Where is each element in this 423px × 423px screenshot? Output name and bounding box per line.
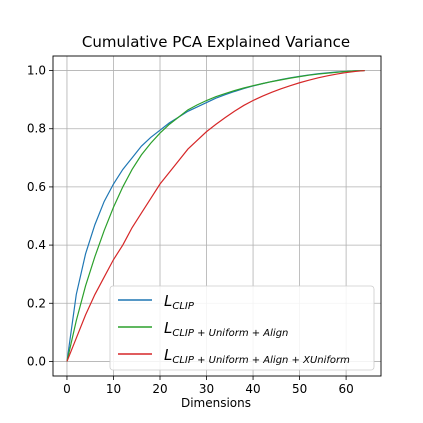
x-tick-label: 20: [152, 382, 167, 396]
legend-label-main: L: [164, 346, 172, 364]
chart-title: Cumulative PCA Explained Variance: [82, 33, 350, 51]
legend-label-3: LCLIP + Uniform + Align + XUniform: [164, 346, 350, 366]
plot-area-frame: [52, 55, 382, 377]
x-tick-label: 50: [292, 382, 307, 396]
legend-label-subscript: CLIP + Uniform + Align + XUniform: [172, 355, 350, 366]
x-axis-label: Dimensions: [181, 396, 251, 410]
legend-label-main: L: [164, 292, 172, 310]
y-tick-label: 0.0: [27, 354, 46, 368]
legend-label-main: L: [164, 319, 172, 337]
x-tick-label: 30: [199, 382, 214, 396]
legend-label-2: LCLIP + Uniform + Align: [164, 319, 288, 339]
y-tick-label: 0.4: [27, 238, 46, 252]
series-line-3: [66, 69, 365, 362]
series-line-2: [66, 69, 365, 362]
legend-label-1: LCLIP: [164, 292, 195, 312]
x-tick-label: 40: [245, 382, 260, 396]
y-tick-label: 1.0: [27, 64, 46, 78]
legend-box: [109, 285, 375, 371]
y-tick-label: 0.2: [27, 296, 46, 310]
legend-label-subscript: CLIP + Uniform + Align: [172, 328, 288, 339]
legend-label-subscript: CLIP: [172, 301, 195, 312]
x-tick-label: 60: [338, 382, 353, 396]
y-tick-label: 0.8: [27, 122, 46, 136]
x-tick-label: 10: [106, 382, 121, 396]
x-tick-label: 0: [63, 382, 71, 396]
y-tick-label: 0.6: [27, 180, 46, 194]
